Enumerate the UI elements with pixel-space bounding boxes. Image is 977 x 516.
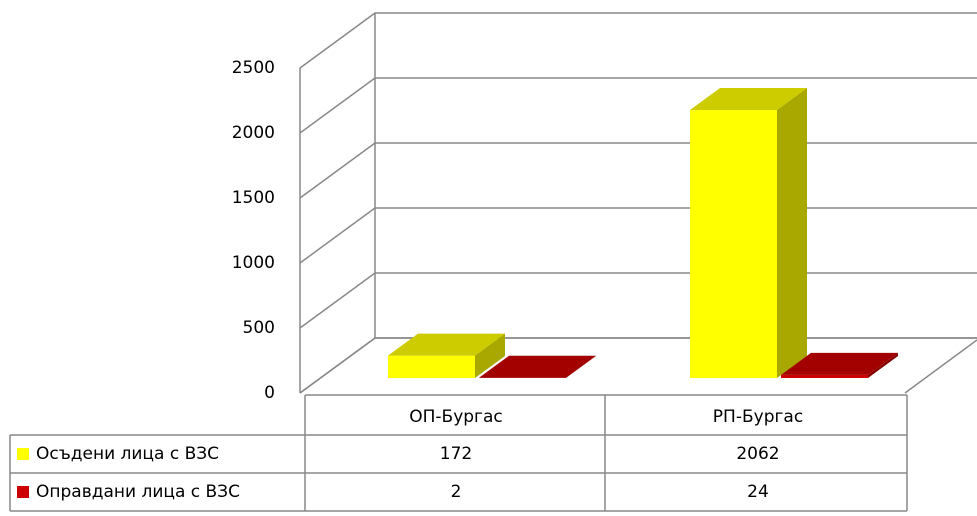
grid-line: [299, 207, 977, 264]
table-value: 172: [440, 444, 472, 464]
y-tick-label: 2000: [232, 123, 275, 143]
bar-side: [777, 87, 807, 378]
legend-label: Оправдани лица с ВЗС: [36, 482, 240, 502]
bar-top: [388, 333, 505, 356]
y-tick-label: 1000: [232, 253, 275, 273]
bar: [479, 355, 596, 378]
y-tick-label: 0: [264, 383, 275, 403]
bar-top: [781, 352, 898, 375]
y-tick-label: 2500: [232, 58, 275, 78]
table-value: 24: [747, 482, 769, 502]
bar-side: [566, 355, 596, 378]
bar-front: [388, 355, 475, 378]
legend-label: Осъдени лица с ВЗС: [36, 444, 219, 464]
bar-front: [690, 109, 777, 378]
bar-front: [781, 374, 868, 378]
legend-marker: [17, 448, 29, 460]
grid-line: [299, 77, 977, 134]
bar-side: [868, 352, 898, 378]
table-value: 2062: [736, 444, 779, 464]
y-tick-label: 500: [243, 318, 275, 338]
bar: [690, 87, 807, 378]
bar-side: [475, 333, 505, 378]
grid-line: [299, 12, 977, 69]
bar: [781, 352, 898, 378]
table-value: 2: [451, 482, 462, 502]
x-tick-label: РП-Бургас: [713, 407, 803, 427]
bar-top: [479, 355, 596, 378]
x-tick-label: ОП-Бургас: [409, 407, 503, 427]
grid-line: [299, 272, 977, 329]
grid-line: [299, 142, 977, 199]
legend-marker: [17, 486, 29, 498]
bar: [388, 333, 505, 378]
plot-frame: [299, 13, 977, 394]
y-tick-label: 1500: [232, 188, 275, 208]
bar-top: [690, 87, 807, 110]
